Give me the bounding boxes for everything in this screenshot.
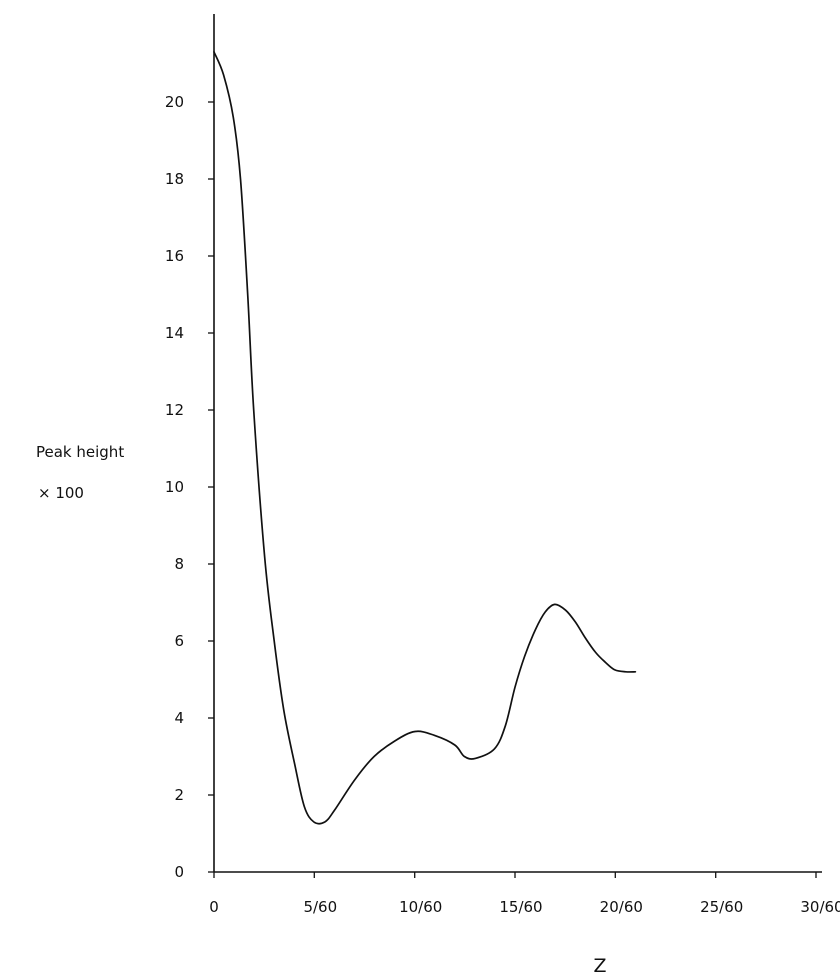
x-axis-label: Z xyxy=(593,955,606,977)
y-tick-label: 4 xyxy=(174,709,184,727)
y-axis-multiplier: × 100 xyxy=(38,484,84,502)
x-tick-group: 0 5/60 10/60 15/60 20/60 25/60 30/60 xyxy=(209,872,840,916)
y-tick-label: 2 xyxy=(174,786,184,804)
x-tick-label: 15/60 xyxy=(499,898,542,916)
x-tick-label: 5/60 xyxy=(303,898,337,916)
y-tick-label: 14 xyxy=(165,324,184,342)
y-tick-label: 18 xyxy=(165,170,184,188)
y-tick-label: 6 xyxy=(174,632,184,650)
x-tick-label: 0 xyxy=(209,898,219,916)
y-tick-label: 8 xyxy=(174,555,184,573)
x-tick-label: 25/60 xyxy=(700,898,743,916)
y-tick-label: 20 xyxy=(165,93,184,111)
y-tick-label: 0 xyxy=(174,863,184,881)
y-axis-label: Peak height xyxy=(36,443,124,461)
y-tick-label: 10 xyxy=(165,478,184,496)
x-tick-label: 10/60 xyxy=(399,898,442,916)
x-tick-label: 20/60 xyxy=(600,898,643,916)
y-tick-label: 12 xyxy=(165,401,184,419)
y-tick-group: 0 2 4 6 8 10 12 14 16 18 20 xyxy=(165,93,214,881)
y-tick-label: 16 xyxy=(165,247,184,265)
peak-height-curve xyxy=(213,51,637,825)
x-tick-label: 30/60 xyxy=(800,898,840,916)
